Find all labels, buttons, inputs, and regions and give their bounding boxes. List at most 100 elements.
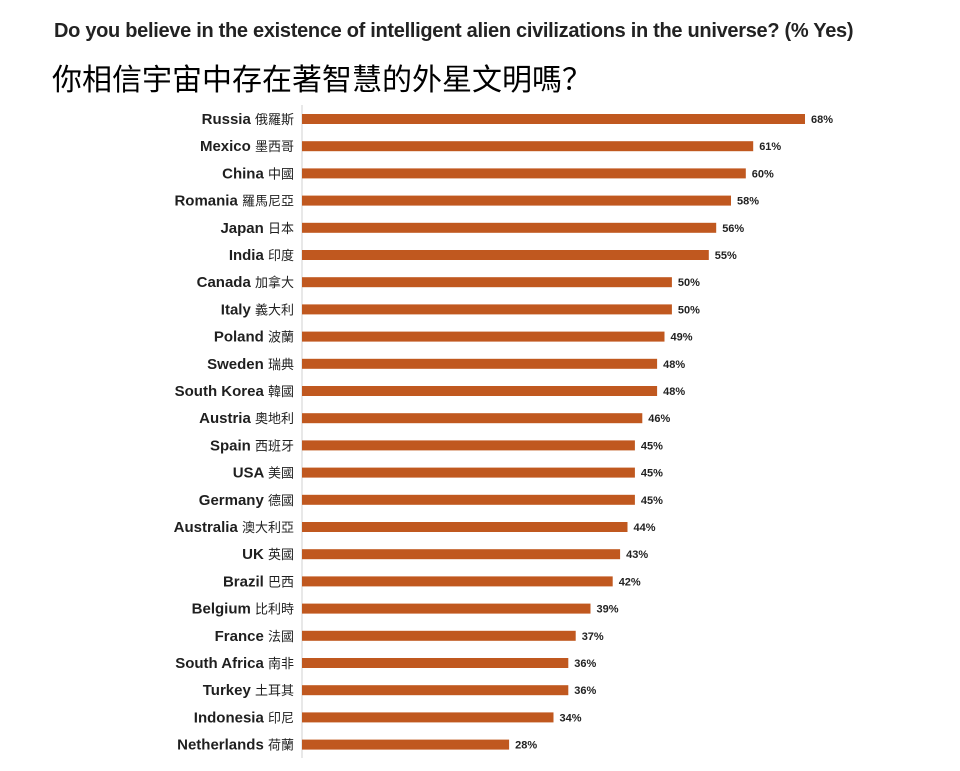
bar-india [302, 250, 709, 260]
category-label-zh: 俄羅斯 [255, 113, 294, 128]
category-label-zh: 德國 [268, 494, 294, 509]
value-label: 42% [619, 576, 641, 588]
category-label-en: Mexico [200, 138, 255, 155]
category-label-en: Austria [199, 410, 255, 427]
category-label: Belgium 比利時 [192, 601, 294, 618]
category-label-en: South Korea [175, 383, 268, 400]
category-label-zh: 韓國 [268, 385, 294, 400]
category-label-zh: 荷蘭 [268, 738, 294, 754]
category-label-zh: 波蘭 [268, 330, 294, 346]
bar-south-korea [302, 386, 658, 396]
category-label: Poland 波蘭 [214, 329, 294, 346]
category-label-en: Japan [220, 220, 268, 237]
bar-japan [302, 222, 717, 233]
category-label-en: Poland [214, 329, 268, 346]
category-label-en: South Africa [175, 655, 268, 672]
category-label-zh: 印尼 [268, 711, 294, 726]
value-label: 50% [678, 277, 700, 289]
category-label-en: Russia [202, 111, 255, 128]
category-label: Spain 西班牙 [210, 437, 294, 454]
category-label-en: Sweden [207, 356, 268, 373]
category-label-zh: 美國 [268, 467, 294, 482]
bar-france [302, 630, 576, 641]
category-label-en: France [215, 628, 268, 645]
bar-usa [302, 467, 635, 478]
category-label: Italy 義大利 [221, 301, 294, 318]
category-label-zh: 巴西 [268, 575, 294, 590]
category-label: Sweden 瑞典 [207, 356, 294, 373]
category-label-en: Australia [174, 519, 242, 536]
bar-uk [302, 549, 621, 560]
category-label: Brazil 巴西 [223, 573, 294, 590]
value-label: 44% [634, 522, 656, 534]
bar-spain [302, 440, 635, 451]
category-label: Romania 羅馬尼亞 [174, 193, 294, 210]
category-label-en: Brazil [223, 573, 268, 590]
category-label: South Korea 韓國 [175, 383, 294, 400]
category-label-zh: 西班牙 [255, 439, 294, 454]
value-label: 39% [597, 604, 619, 616]
chart-marks: 68% Russia 俄羅斯 61% Mexico 墨西哥 60% China 中國 58%… [174, 111, 834, 754]
category-label: India 印度 [229, 247, 294, 264]
value-label: 58% [737, 196, 759, 208]
category-label-en: China [222, 165, 268, 182]
value-label: 50% [678, 304, 700, 316]
bar-belgium [302, 603, 591, 614]
category-label-zh: 奧地利 [255, 412, 294, 427]
chart-subtitle: 你相信宇宙中存在著智慧的外星文明嗎？ [52, 63, 592, 98]
category-label: Austria 奧地利 [199, 410, 294, 427]
value-label: 45% [641, 440, 663, 452]
category-label-en: UK [242, 546, 268, 563]
category-label: Russia 俄羅斯 [202, 111, 294, 128]
bar-mexico [302, 141, 754, 152]
value-label: 56% [722, 223, 744, 235]
category-label: UK 英國 [242, 546, 294, 563]
category-label-zh: 日本 [268, 222, 294, 237]
value-label: 61% [759, 141, 781, 153]
category-label: Netherlands 荷蘭 [177, 737, 294, 754]
category-label-zh: 比利時 [255, 603, 294, 618]
category-label-zh: 南非 [268, 656, 294, 672]
category-label: Australia 澳大利亞 [174, 519, 294, 536]
category-label-zh: 英國 [268, 548, 294, 563]
bar-sweden [302, 358, 658, 369]
value-label: 68% [811, 114, 833, 126]
category-label-en: Germany [199, 492, 268, 509]
category-label-en: Romania [174, 193, 242, 210]
bar-australia [302, 522, 628, 532]
bar-china [302, 168, 746, 179]
category-label: South Africa 南非 [175, 655, 294, 672]
category-label-zh: 瑞典 [268, 358, 294, 373]
value-label: 37% [582, 631, 604, 643]
value-label: 46% [648, 413, 670, 425]
category-label-zh: 法國 [268, 630, 294, 645]
bar-south-africa [302, 658, 569, 668]
category-label-zh: 加拿大 [255, 275, 294, 291]
value-label: 36% [574, 685, 596, 697]
category-label-zh: 土耳其 [255, 684, 294, 699]
value-label: 28% [515, 740, 537, 752]
category-label-en: India [229, 247, 268, 264]
category-label: Japan 日本 [220, 220, 294, 237]
bar-romania [302, 195, 731, 206]
category-label-en: Italy [221, 301, 255, 318]
value-label: 48% [663, 359, 685, 371]
bar-germany [302, 494, 635, 505]
bar-canada [302, 277, 672, 288]
value-label: 49% [671, 332, 693, 344]
category-label-zh: 澳大利亞 [242, 520, 294, 536]
bar-russia [302, 114, 805, 124]
value-label: 36% [574, 658, 596, 670]
bar-turkey [302, 685, 569, 696]
bar-indonesia [302, 712, 554, 723]
value-label: 48% [663, 386, 685, 398]
value-label: 34% [560, 712, 582, 724]
category-label-zh: 義大利 [255, 302, 294, 318]
category-label: USA 美國 [233, 465, 294, 482]
value-label: 43% [626, 549, 648, 561]
bar-netherlands [302, 739, 510, 750]
category-label-zh: 中國 [268, 167, 294, 182]
category-label-en: Spain [210, 437, 255, 454]
category-label: France 法國 [215, 628, 294, 645]
